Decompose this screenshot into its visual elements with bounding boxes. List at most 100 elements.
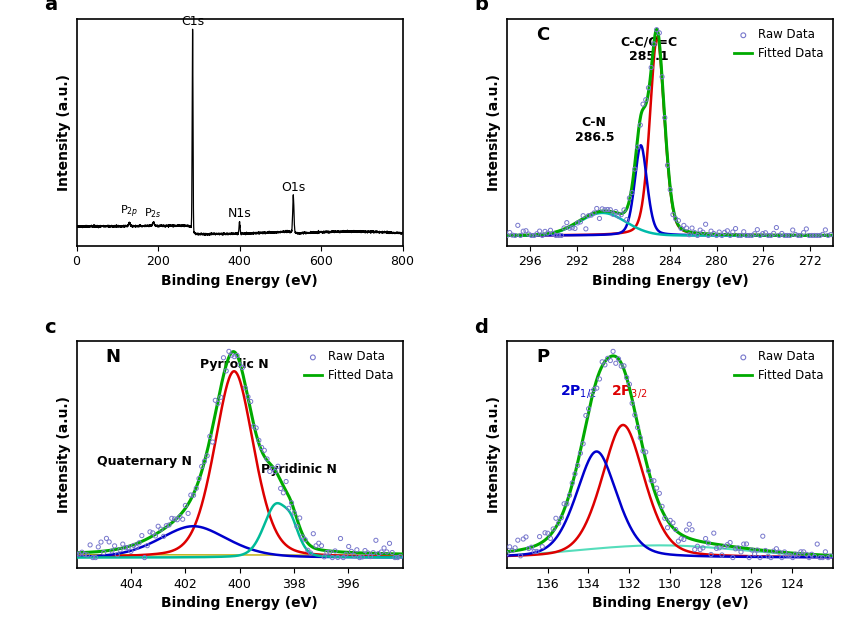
- Point: [119, 543, 133, 553]
- Point: [647, 476, 660, 486]
- Point: [86, 553, 99, 563]
- Point: [712, 227, 726, 237]
- Point: [696, 227, 710, 237]
- Point: [517, 534, 530, 544]
- X-axis label: Binding Energy (eV): Binding Energy (eV): [162, 274, 318, 288]
- Point: [585, 390, 598, 400]
- Point: [669, 214, 683, 224]
- Point: [592, 213, 606, 223]
- Point: [658, 112, 672, 122]
- Point: [813, 230, 827, 240]
- Text: C1s: C1s: [181, 15, 204, 28]
- Point: [541, 528, 554, 538]
- Point: [260, 454, 274, 464]
- Point: [307, 529, 320, 539]
- Point: [604, 204, 617, 215]
- Point: [581, 211, 595, 221]
- Point: [649, 25, 663, 35]
- Point: [647, 39, 660, 49]
- Point: [664, 185, 677, 195]
- Point: [707, 228, 721, 239]
- Point: [249, 423, 263, 433]
- Point: [636, 99, 649, 109]
- Point: [513, 551, 527, 561]
- Point: [83, 540, 97, 550]
- Point: [181, 509, 195, 519]
- Point: [783, 230, 796, 240]
- Point: [576, 211, 590, 221]
- Point: [783, 550, 796, 560]
- Point: [75, 547, 88, 557]
- Point: [533, 226, 547, 236]
- Point: [506, 230, 519, 240]
- Point: [184, 490, 197, 500]
- Point: [574, 448, 587, 458]
- Point: [133, 538, 146, 548]
- Point: [241, 392, 255, 402]
- Point: [503, 542, 517, 552]
- Point: [536, 541, 549, 551]
- Point: [609, 358, 622, 369]
- Point: [290, 521, 303, 531]
- Point: [246, 422, 260, 432]
- Point: [726, 553, 740, 563]
- Point: [595, 357, 609, 367]
- Point: [579, 410, 592, 420]
- Point: [385, 548, 399, 558]
- Point: [282, 504, 296, 514]
- Point: [732, 543, 745, 553]
- Point: [639, 447, 653, 457]
- Point: [740, 230, 753, 240]
- Point: [601, 204, 615, 215]
- Point: [201, 451, 214, 461]
- Point: [587, 384, 601, 394]
- Point: [565, 478, 579, 488]
- Legend: Raw Data, Fitted Data: Raw Data, Fitted Data: [731, 347, 827, 386]
- Point: [666, 518, 680, 528]
- Point: [778, 230, 791, 240]
- Point: [513, 230, 527, 240]
- Point: [342, 541, 355, 551]
- Text: P: P: [536, 348, 549, 366]
- Point: [800, 550, 813, 560]
- Point: [780, 550, 794, 560]
- Point: [590, 383, 604, 393]
- Point: [135, 531, 149, 541]
- Point: [266, 463, 280, 473]
- Point: [769, 544, 783, 554]
- Point: [94, 537, 108, 547]
- Text: O1s: O1s: [281, 180, 305, 194]
- Y-axis label: Intensity (a.u.): Intensity (a.u.): [57, 74, 71, 191]
- Point: [764, 553, 778, 563]
- Point: [228, 351, 241, 362]
- Point: [644, 476, 658, 486]
- Point: [615, 361, 628, 371]
- Text: P$_{2p}$: P$_{2p}$: [120, 204, 138, 220]
- Point: [552, 518, 565, 528]
- Text: Pyrrolic N: Pyrrolic N: [200, 358, 269, 371]
- Point: [388, 553, 402, 563]
- Point: [666, 209, 680, 220]
- Point: [293, 513, 307, 523]
- Point: [530, 228, 544, 239]
- Point: [576, 439, 590, 449]
- Point: [143, 527, 156, 537]
- Point: [685, 525, 699, 535]
- Point: [195, 461, 208, 471]
- Point: [824, 230, 837, 240]
- Point: [612, 211, 626, 221]
- Point: [680, 525, 694, 535]
- Point: [802, 553, 816, 563]
- Point: [672, 536, 685, 546]
- Point: [617, 205, 631, 215]
- Point: [149, 531, 162, 541]
- Point: [391, 553, 405, 563]
- Point: [320, 548, 334, 558]
- Point: [636, 446, 649, 456]
- Point: [382, 538, 396, 548]
- Text: a: a: [44, 0, 57, 15]
- Point: [598, 204, 612, 215]
- Point: [394, 551, 407, 562]
- Point: [178, 500, 192, 510]
- Point: [527, 230, 541, 240]
